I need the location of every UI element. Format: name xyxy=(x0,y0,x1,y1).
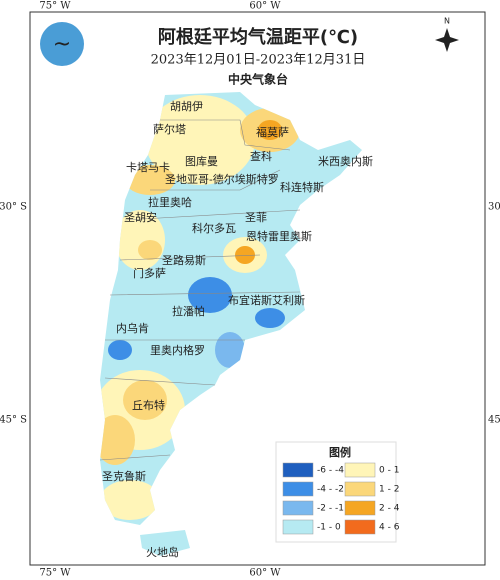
place-label: 胡胡伊 xyxy=(170,99,203,113)
legend-swatch xyxy=(344,519,376,535)
logo-mark: ~ xyxy=(53,32,71,57)
place-label: 图库曼 xyxy=(185,155,218,168)
place-label: 布宜诺斯艾利斯 xyxy=(228,293,305,307)
place-label: 科尔多瓦 xyxy=(192,221,236,235)
legend-title: 图例 xyxy=(329,445,351,459)
place-label: 卡塔马卡 xyxy=(126,161,170,174)
lon-label: 60° W xyxy=(249,1,281,12)
agency: 中央气象台 xyxy=(228,72,288,87)
place-label: 火地岛 xyxy=(146,545,179,559)
map-subtitle: 2023年12月01日-2023年12月31日 xyxy=(151,53,366,68)
lat-label: 45° S xyxy=(0,415,27,426)
place-label: 拉潘帕 xyxy=(172,304,205,318)
place-label: 拉里奥哈 xyxy=(148,195,192,209)
place-label: 圣菲 xyxy=(245,211,267,224)
place-labels: 胡胡伊 萨尔塔 福莫萨 查科 米西奥内斯 图库曼 卡塔马卡 圣地亚哥-德尔埃斯特… xyxy=(102,99,373,559)
place-label: 萨尔塔 xyxy=(153,123,186,136)
place-label: 科连特斯 xyxy=(280,180,324,194)
legend-swatch xyxy=(282,500,314,516)
place-label: 内乌肯 xyxy=(116,321,149,335)
map-title: 阿根廷平均气温距平(℃) xyxy=(158,26,358,48)
lat-label: 30° S xyxy=(488,202,500,213)
compass: N xyxy=(435,17,459,52)
place-label: 福莫萨 xyxy=(256,125,289,139)
place-label: 圣地亚哥-德尔埃斯特罗 xyxy=(165,172,279,186)
legend-swatch xyxy=(282,481,314,497)
lon-label: 75° W xyxy=(39,568,71,579)
legend-label: -6 - -4 xyxy=(317,466,344,476)
lat-label: 30° S xyxy=(0,202,27,213)
lat-label: 45° S xyxy=(488,415,500,426)
place-label: 查科 xyxy=(250,149,272,163)
legend-label: 0 - 1 xyxy=(379,466,399,476)
logo xyxy=(40,22,84,66)
place-label: 米西奥内斯 xyxy=(318,154,373,168)
legend-swatch xyxy=(344,462,376,478)
place-label: 恩特雷里奥斯 xyxy=(246,229,312,243)
legend-label: 4 - 6 xyxy=(379,523,400,533)
lon-label: 75° W xyxy=(39,1,71,12)
legend-swatch xyxy=(344,481,376,497)
compass-north: N xyxy=(444,17,450,26)
legend-label: 1 - 2 xyxy=(379,485,399,495)
place-label: 丘布特 xyxy=(132,398,165,412)
province-borders xyxy=(99,119,301,461)
place-label: 圣路易斯 xyxy=(162,254,206,267)
legend-label: -1 - 0 xyxy=(317,523,341,533)
legend-label: 2 - 4 xyxy=(379,504,400,514)
place-label: 门多萨 xyxy=(133,266,166,280)
legend-label: -2 - -1 xyxy=(317,504,344,514)
lon-label: 60° W xyxy=(249,568,281,579)
legend-swatch xyxy=(344,500,376,516)
legend-swatch xyxy=(282,519,314,535)
legend-label: -4 - -2 xyxy=(317,485,344,495)
place-label: 里奥内格罗 xyxy=(150,343,205,357)
place-label: 圣克鲁斯 xyxy=(102,469,146,483)
legend-swatch xyxy=(282,462,314,478)
legend: 图例 -6 - -4 -4 - -2 -2 - -1 -1 - 0 0 - 1 1 - 2… xyxy=(275,441,400,543)
place-label: 圣胡安 xyxy=(124,210,157,224)
